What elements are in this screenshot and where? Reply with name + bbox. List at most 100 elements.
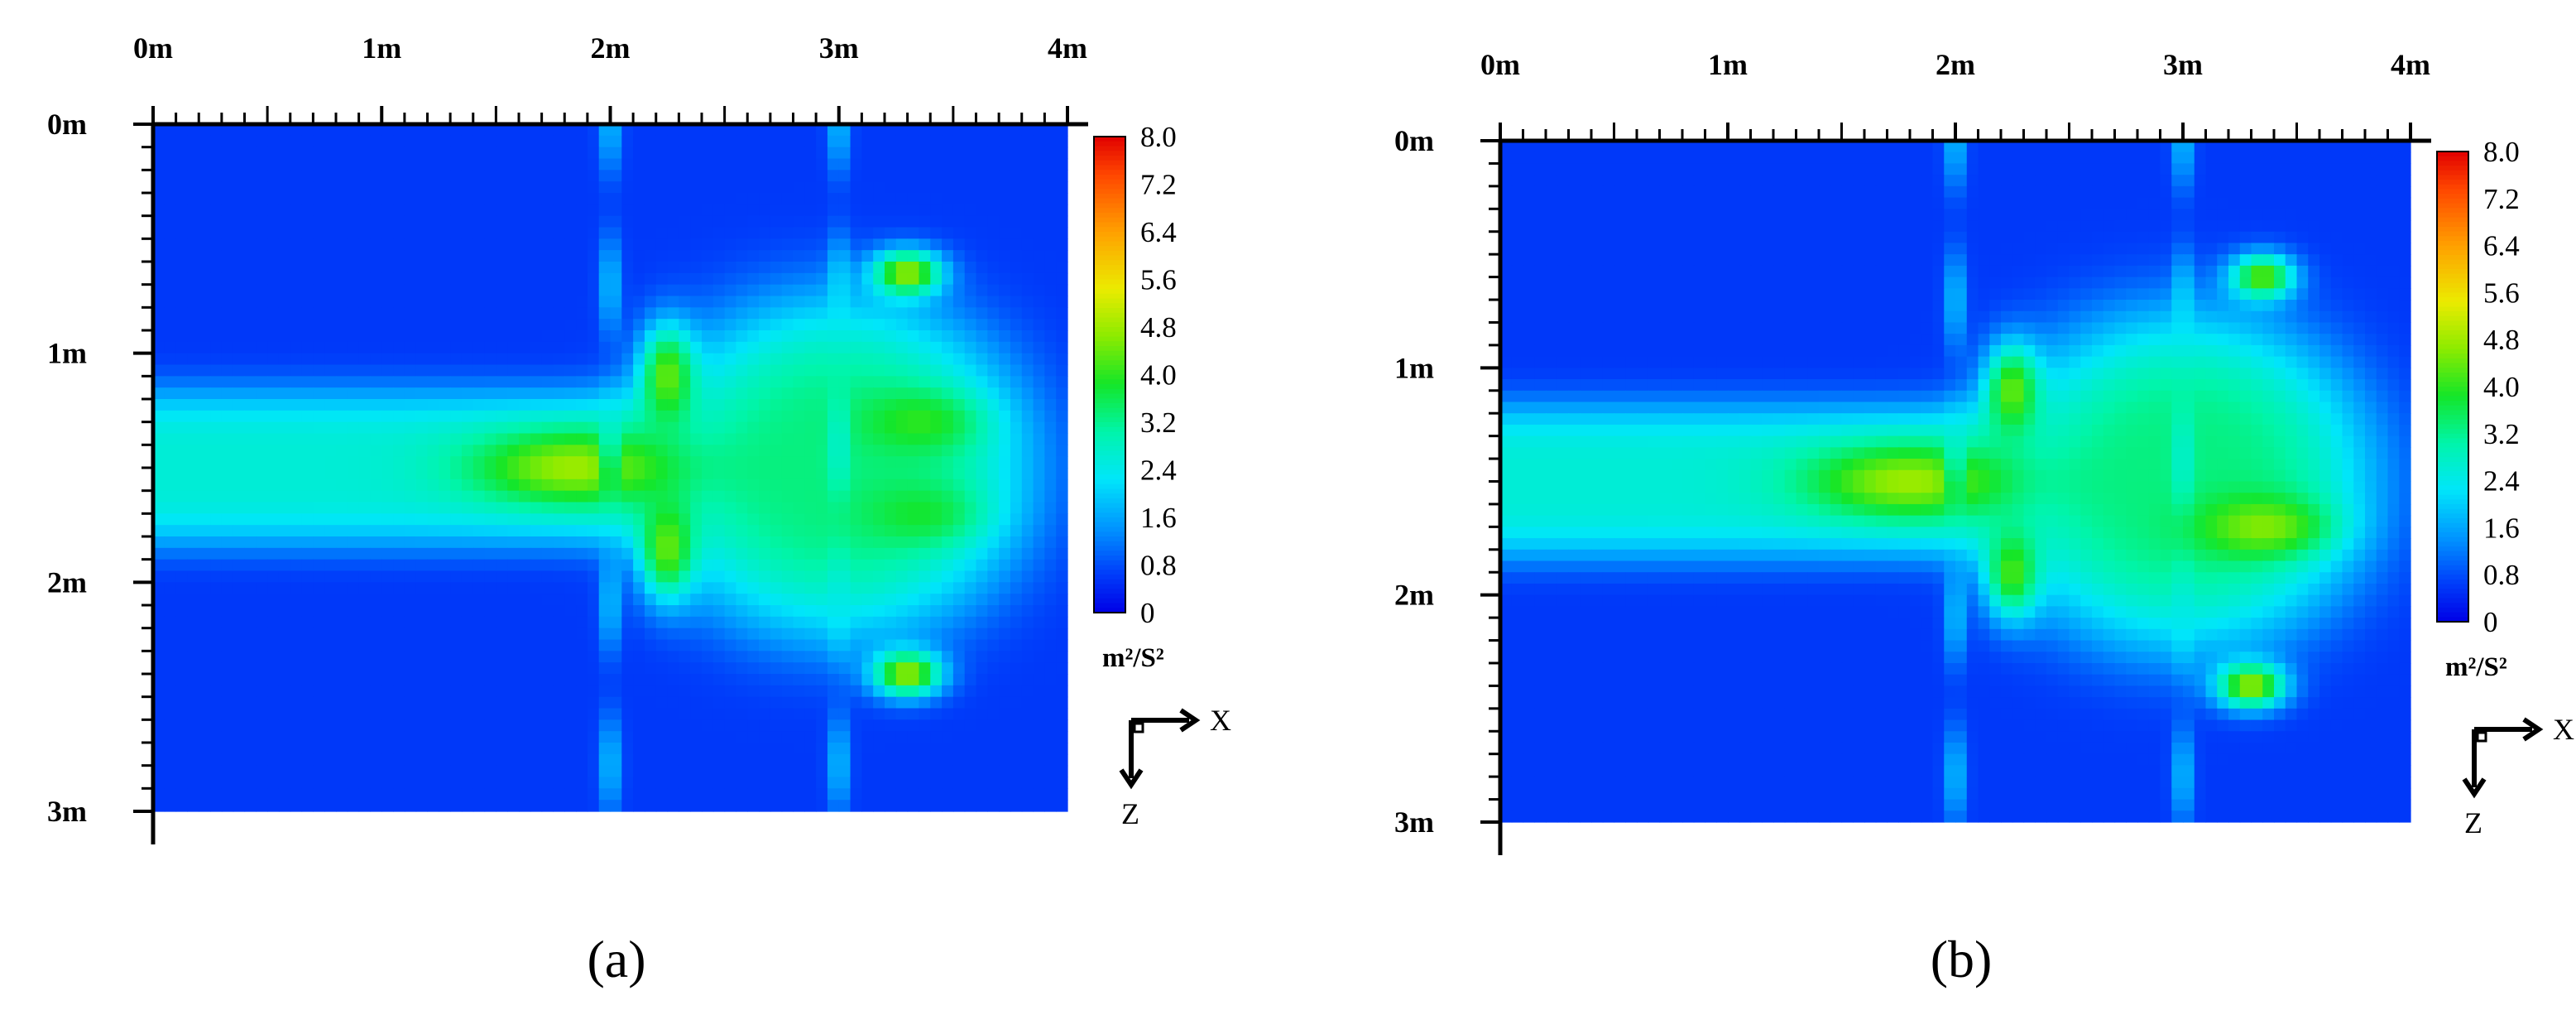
heatmap-cell bbox=[439, 536, 451, 549]
heatmap-cell bbox=[473, 410, 486, 423]
heatmap-cell bbox=[1056, 445, 1068, 457]
heatmap-cell bbox=[999, 135, 1011, 148]
heatmap-cell bbox=[644, 696, 657, 709]
heatmap-cell bbox=[690, 410, 703, 423]
heatmap-cell bbox=[919, 227, 931, 239]
heatmap-cell bbox=[278, 674, 291, 686]
heatmap-cell bbox=[484, 674, 496, 686]
heatmap-cell bbox=[541, 135, 554, 148]
heatmap-cell bbox=[393, 158, 405, 171]
heatmap-cell bbox=[747, 135, 760, 148]
heatmap-cell bbox=[450, 651, 463, 663]
heatmap-cell bbox=[244, 502, 257, 514]
heatmap-cell bbox=[919, 238, 931, 251]
heatmap-cell bbox=[164, 605, 177, 618]
heatmap-cell bbox=[793, 296, 805, 308]
heatmap-cell bbox=[1021, 158, 1034, 171]
heatmap-cell bbox=[1010, 421, 1023, 435]
heatmap-cell bbox=[942, 364, 954, 377]
heatmap-cell bbox=[690, 513, 703, 526]
heatmap-cell bbox=[1033, 364, 1045, 377]
heatmap-cell bbox=[610, 628, 622, 641]
heatmap-cell bbox=[233, 490, 246, 503]
heatmap-cell bbox=[1033, 433, 1045, 445]
heatmap-cell bbox=[427, 685, 439, 698]
heatmap-cell bbox=[381, 181, 394, 194]
heatmap-cell bbox=[519, 158, 531, 171]
heatmap-cell bbox=[233, 743, 246, 755]
heatmap-cell bbox=[496, 250, 508, 262]
heatmap-cell bbox=[644, 204, 657, 217]
heatmap-cell bbox=[221, 376, 234, 388]
heatmap-cell bbox=[770, 490, 783, 503]
heatmap-cell bbox=[496, 433, 508, 445]
heatmap-cell bbox=[233, 731, 246, 743]
heatmap-cell bbox=[861, 341, 874, 354]
heatmap-cell bbox=[1033, 696, 1045, 709]
heatmap-cell bbox=[415, 513, 429, 526]
heatmap-cell bbox=[1010, 639, 1023, 652]
heatmap-cell bbox=[381, 238, 394, 251]
heatmap-cell bbox=[838, 696, 851, 709]
heatmap-cell bbox=[1044, 353, 1057, 366]
heatmap-cell bbox=[541, 158, 554, 171]
heatmap-cell bbox=[861, 547, 874, 560]
heatmap-cell bbox=[861, 262, 874, 274]
heatmap-cell bbox=[347, 788, 360, 801]
heatmap-cell bbox=[987, 743, 1000, 755]
heatmap-cell bbox=[598, 456, 612, 469]
heatmap-cell bbox=[655, 547, 669, 560]
heatmap-cell bbox=[759, 719, 771, 732]
heatmap-cell bbox=[987, 147, 1000, 160]
heatmap-cell bbox=[793, 215, 805, 228]
heatmap-cell bbox=[736, 158, 748, 171]
heatmap-cell bbox=[324, 616, 337, 629]
heatmap-cell bbox=[473, 800, 486, 812]
colorbar-cell bbox=[1094, 565, 1125, 570]
heatmap-cell bbox=[850, 788, 862, 801]
heatmap-cell bbox=[530, 421, 543, 435]
heatmap-cell bbox=[942, 181, 954, 194]
heatmap-cell bbox=[313, 605, 325, 618]
heatmap-cell bbox=[347, 765, 360, 778]
heatmap-cell bbox=[724, 376, 737, 388]
heatmap-cell bbox=[907, 639, 920, 652]
heatmap-cell bbox=[175, 525, 189, 537]
heatmap-cell bbox=[450, 639, 463, 652]
heatmap-cell bbox=[336, 674, 348, 686]
heatmap-cell bbox=[439, 421, 451, 435]
heatmap-cell bbox=[484, 272, 496, 286]
heatmap-cell bbox=[633, 685, 645, 698]
heatmap-cell bbox=[610, 296, 622, 308]
colorbar-cell bbox=[1094, 507, 1125, 513]
heatmap-cell bbox=[496, 490, 508, 503]
heatmap-cell bbox=[644, 490, 657, 503]
heatmap-cell bbox=[816, 170, 828, 182]
heatmap-cell bbox=[519, 181, 531, 194]
heatmap-cell bbox=[519, 708, 531, 720]
heatmap-cell bbox=[393, 594, 405, 606]
heatmap-cell bbox=[347, 170, 360, 182]
heatmap-cell bbox=[370, 193, 382, 205]
heatmap-cell bbox=[942, 743, 954, 755]
heatmap-cell bbox=[290, 238, 303, 251]
heatmap-cell bbox=[415, 284, 429, 297]
heatmap-cell bbox=[278, 479, 291, 492]
heatmap-cell bbox=[655, 262, 669, 274]
heatmap-cell bbox=[301, 456, 314, 469]
heatmap-cell bbox=[1044, 651, 1057, 663]
heatmap-cell bbox=[358, 284, 372, 297]
heatmap-cell bbox=[838, 547, 851, 560]
heatmap-cell bbox=[1033, 135, 1045, 148]
heatmap-cell bbox=[736, 135, 748, 148]
heatmap-cell bbox=[1044, 147, 1057, 160]
heatmap-cell bbox=[576, 445, 588, 457]
heatmap-cell bbox=[964, 651, 977, 663]
heatmap-cell bbox=[976, 685, 988, 698]
heatmap-cell bbox=[952, 262, 966, 274]
heatmap-cell bbox=[439, 708, 451, 720]
heatmap-cell bbox=[541, 582, 554, 594]
heatmap-cell bbox=[804, 685, 817, 698]
heatmap-cell bbox=[907, 170, 920, 182]
heatmap-cell bbox=[816, 753, 828, 767]
